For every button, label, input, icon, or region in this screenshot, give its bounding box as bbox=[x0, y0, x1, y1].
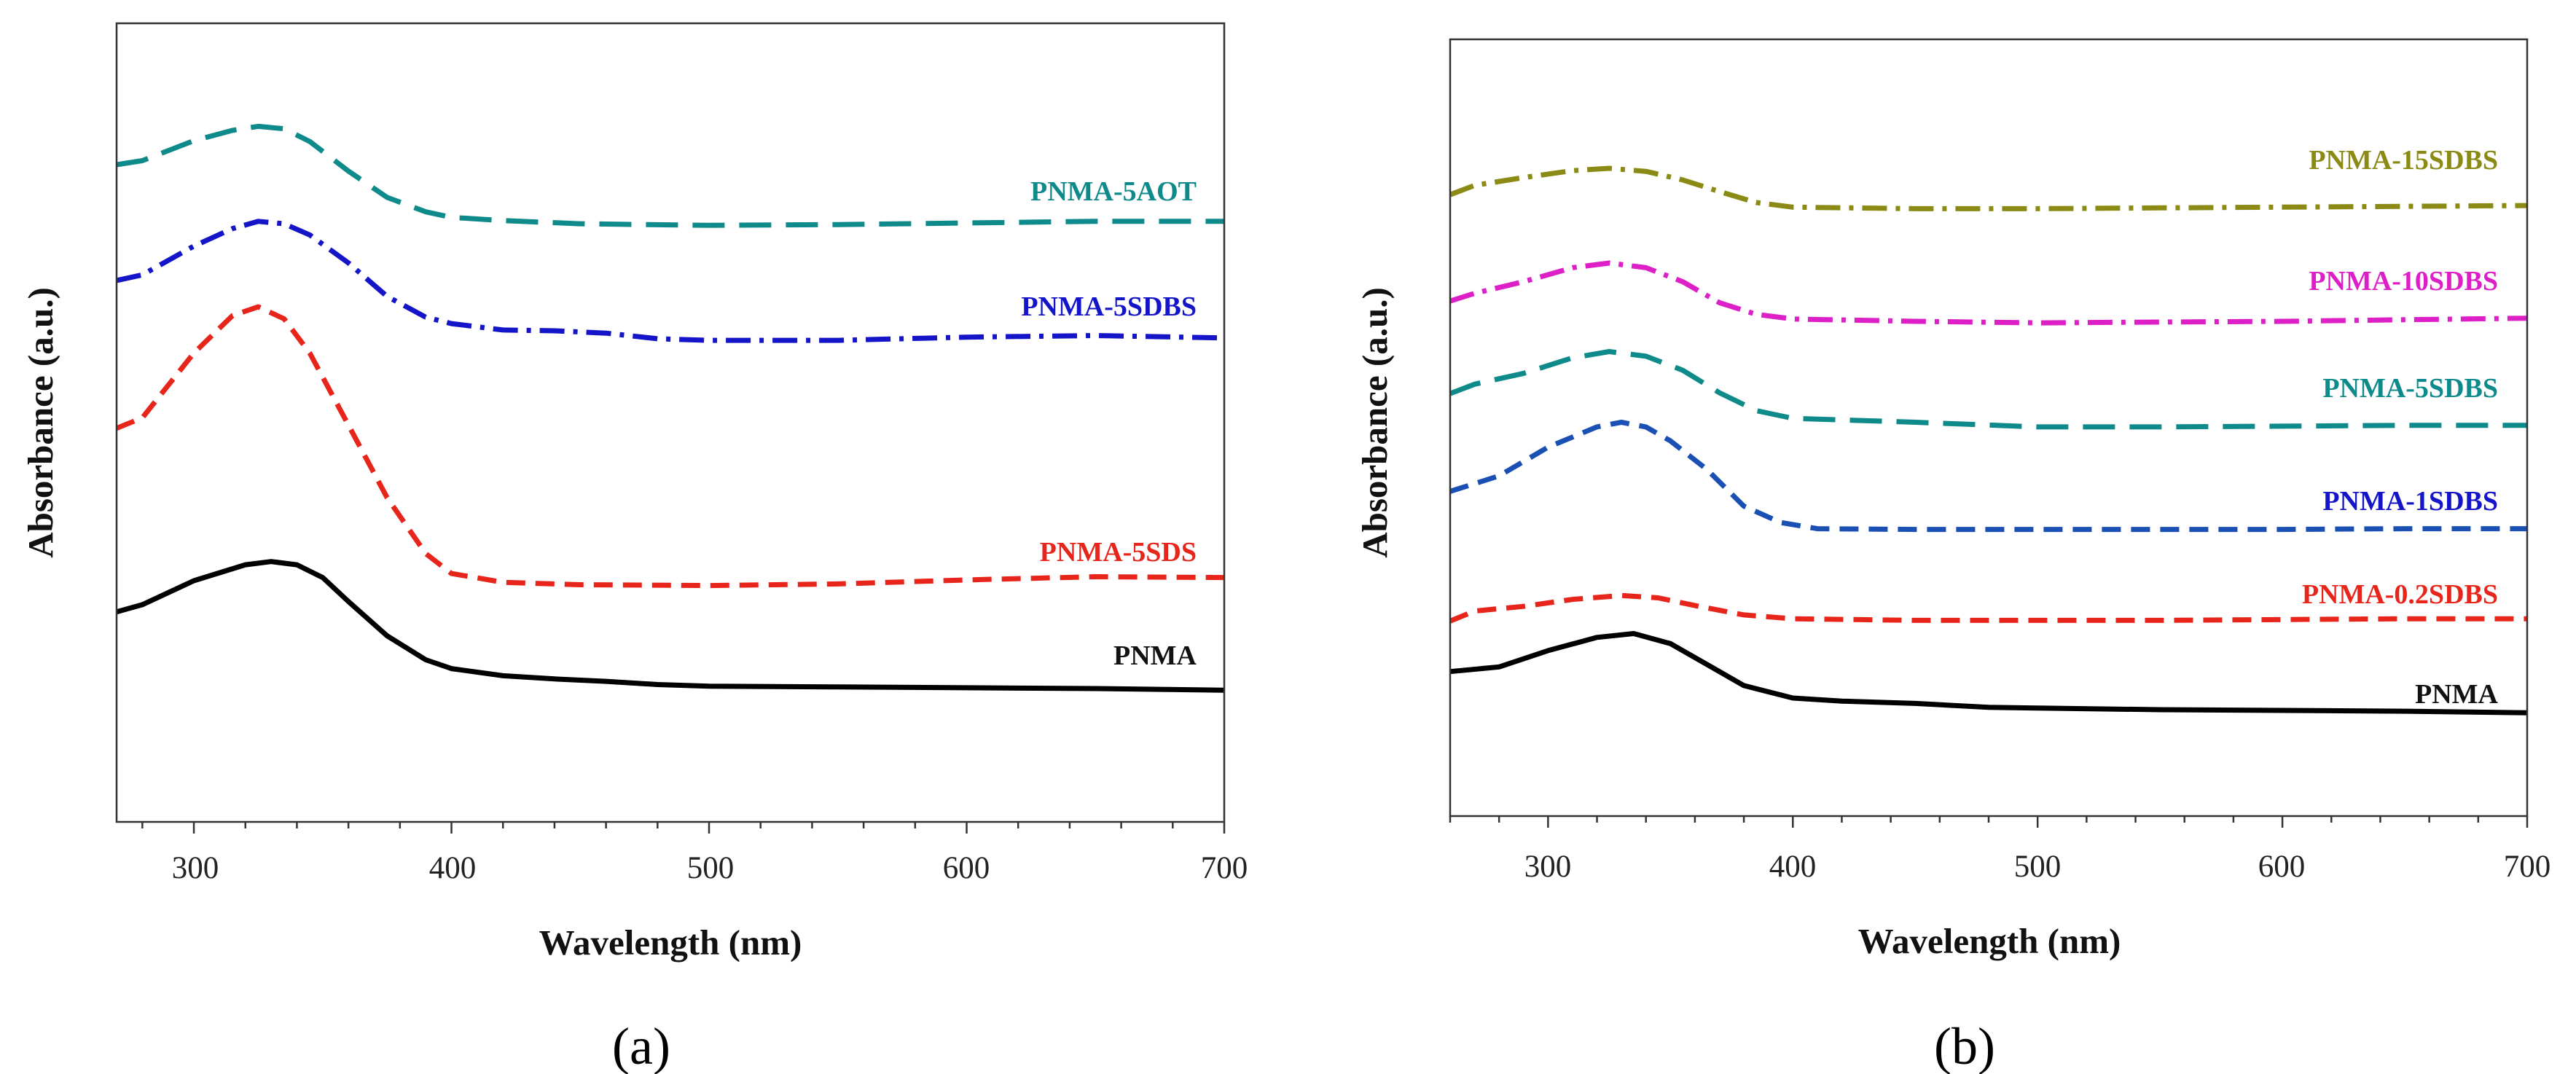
panel-b-x-axis-title: Wavelength (nm) bbox=[1858, 921, 2121, 961]
panel-a-x-tick-600: 600 bbox=[943, 851, 990, 885]
panel-b-label: (b) bbox=[1934, 1017, 1995, 1074]
panel-b-x-tick-500: 500 bbox=[2014, 850, 2062, 884]
panel-a-chart: 300 400 500 600 700 Wavelength (nm) Abso… bbox=[20, 22, 1248, 1074]
series-pnma-10sdbs-line bbox=[1449, 260, 2528, 326]
panel-a-x-axis-title: Wavelength (nm) bbox=[539, 922, 802, 963]
panel-b-label-pnma-0.2sdbs: PNMA-0.2SDBS bbox=[2302, 579, 2498, 610]
panel-b-label-pnma-1sdbs: PNMA-1SDBS bbox=[2322, 486, 2498, 517]
panel-a-y-axis-title: Absorbance (a.u.) bbox=[20, 287, 60, 558]
panel-b-y-axis-title: Absorbance (a.u.) bbox=[1355, 287, 1395, 558]
series-pnma-5sdbs-line bbox=[1449, 349, 2527, 430]
series-pnma-15sdbs-line bbox=[1449, 165, 2528, 211]
series-pnma-1sdbs-line bbox=[1449, 420, 2527, 533]
panel-b-label-pnma-15sdbs: PNMA-15SDBS bbox=[2309, 145, 2498, 176]
panel-b-label-pnma-5sdbs: PNMA-5SDBS bbox=[2322, 373, 2498, 404]
panel-a-label-pnma-5sds: PNMA-5SDS bbox=[1040, 537, 1197, 568]
panel-a-plot-area bbox=[115, 123, 1225, 693]
panel-a-x-tick-400: 400 bbox=[429, 851, 477, 885]
panel-b-x-tick-600: 600 bbox=[2258, 850, 2306, 884]
panel-b-label-pnma-10sdbs: PNMA-10SDBS bbox=[2309, 266, 2498, 297]
series-pnma-5aot-line bbox=[116, 123, 1224, 228]
panel-b-x-tick-400: 400 bbox=[1769, 850, 1817, 884]
panel-b-chart: 300 400 500 600 700 Wavelength (nm) Abso… bbox=[1355, 38, 2551, 1074]
series-pnma-5sds-line bbox=[115, 304, 1225, 589]
series-pnma-line bbox=[116, 559, 1225, 693]
panel-b-label-pnma: PNMA bbox=[2415, 679, 2499, 710]
panel-a-x-ticks bbox=[141, 822, 1226, 834]
panel-a-x-tick-300: 300 bbox=[172, 851, 219, 885]
panel-a-label-pnma-5sdbs: PNMA-5SDBS bbox=[1021, 291, 1197, 322]
panel-b-x-ticks bbox=[1449, 816, 2529, 828]
series-pnma-5sdbs-line bbox=[116, 219, 1225, 343]
panel-b-x-tick-700: 700 bbox=[2504, 850, 2551, 884]
panel-a-frame bbox=[115, 22, 1226, 823]
panel-a-label-pnma-5aot: PNMA-5AOT bbox=[1030, 176, 1197, 207]
series-pnma-0.2sdbs-line bbox=[1449, 592, 2527, 624]
series-pnma-line bbox=[1449, 631, 2528, 716]
panel-a-label: (a) bbox=[612, 1017, 670, 1074]
panel-b-x-tick-300: 300 bbox=[1524, 850, 1572, 884]
panel-a-x-tick-700: 700 bbox=[1201, 851, 1248, 885]
panel-a-x-tick-500: 500 bbox=[687, 851, 735, 885]
panel-a-label-pnma: PNMA bbox=[1113, 640, 1197, 671]
panel-b-plot-area bbox=[1449, 165, 2528, 716]
